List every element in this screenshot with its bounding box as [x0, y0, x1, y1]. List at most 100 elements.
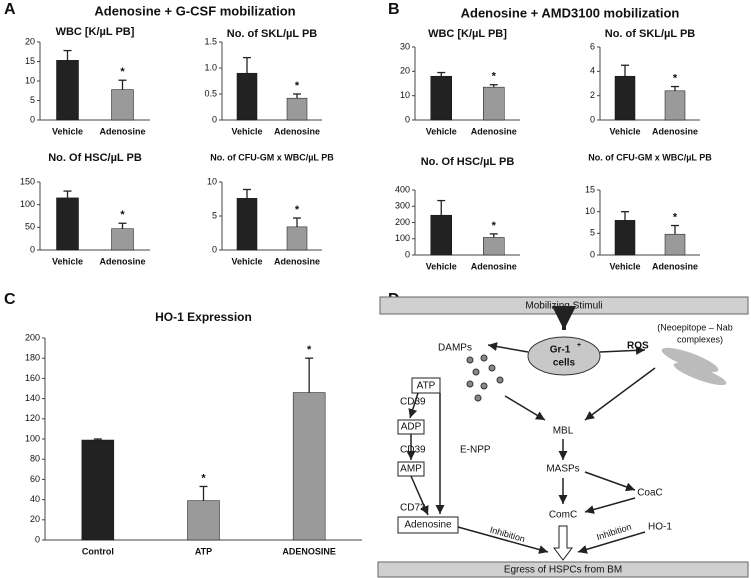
node-label: (Neoepitope – Nab [657, 322, 733, 332]
x-tick-label: Adenosine [99, 126, 145, 136]
y-tick-label: 5 [30, 95, 35, 105]
y-tick-label: 0 [35, 534, 40, 544]
arrow [410, 475, 429, 516]
y-tick-label: 40 [30, 494, 40, 504]
node-label: Adenosine [404, 520, 452, 531]
node-label: Egress of HSPCs from BM [504, 565, 622, 576]
bar [614, 75, 636, 121]
y-tick-label: 50 [25, 222, 35, 232]
complex [661, 347, 719, 373]
y-tick-label: 4 [590, 66, 595, 76]
open-arrow [553, 525, 573, 561]
x-tick-label: Adenosine [471, 126, 517, 136]
significance: * [295, 80, 300, 92]
node-label: DAMPs [438, 343, 472, 354]
y-tick-label: 0 [212, 114, 217, 124]
x-tick-label: ADENOSINE [282, 546, 336, 556]
arrow [577, 531, 646, 554]
bar [664, 90, 686, 121]
bar [56, 60, 79, 121]
arrow [584, 497, 636, 514]
y-tick-label: 0 [590, 114, 595, 124]
y-tick-label: 180 [25, 353, 40, 363]
significance: * [492, 220, 497, 232]
x-tick-label: ATP [195, 546, 212, 556]
edge-label: CD39 [400, 445, 426, 456]
y-tick-label: 400 [395, 184, 410, 194]
y-tick-label: 30 [400, 41, 410, 51]
arrow [457, 526, 549, 554]
bar [483, 237, 505, 256]
y-tick-label: 2 [590, 90, 595, 100]
panel-label: A [4, 1, 16, 18]
significance: * [492, 71, 497, 83]
edge-label: E-NPP [460, 445, 491, 456]
significance: * [307, 344, 312, 356]
chart-title: WBC [K/µL PB] [428, 28, 507, 40]
node-label: Mobilizing Stimuli [525, 301, 602, 312]
x-tick-label: Vehicle [231, 256, 262, 266]
significance: * [120, 209, 125, 221]
bar [56, 197, 79, 251]
y-tick-label: 100 [395, 233, 410, 243]
chart-title: No. Of HSC/µL PB [48, 152, 142, 164]
y-tick-label: 10 [400, 90, 410, 100]
node-label: ROS [627, 341, 649, 352]
chart-title: No. of SKL/µL PB [227, 28, 318, 40]
egress-box [377, 561, 749, 578]
y-tick-label: 0 [405, 249, 410, 259]
chart-title: No. of CFU-GM x WBC/µL PB [588, 152, 712, 162]
bar [111, 228, 134, 251]
arrow [584, 471, 636, 492]
y-tick-label: 100 [20, 199, 35, 209]
y-tick-label: 0 [405, 114, 410, 124]
bar [81, 439, 115, 541]
y-tick-label: 20 [30, 514, 40, 524]
bar [430, 75, 452, 121]
y-tick-label: 100 [25, 433, 40, 443]
node-label: MASPs [546, 464, 579, 475]
y-tick-label: 20 [400, 66, 410, 76]
y-tick-label: 0 [590, 249, 595, 259]
bar [187, 500, 220, 541]
y-tick-label: 0 [30, 244, 35, 254]
x-tick-label: Vehicle [609, 261, 640, 271]
x-tick-label: Adenosine [652, 126, 698, 136]
panel-label: B [388, 1, 400, 18]
arrow [504, 395, 546, 421]
node-label: + [577, 342, 581, 349]
y-tick-label: 300 [395, 201, 410, 211]
node-label: MBL [553, 426, 574, 437]
y-tick-label: 80 [30, 454, 40, 464]
y-tick-label: 0.5 [204, 88, 217, 98]
y-tick-label: 10 [585, 206, 595, 216]
y-tick-label: 5 [212, 210, 217, 220]
damp-dots [466, 354, 504, 402]
node-label: Gr-1 [550, 345, 571, 356]
chart-title: WBC [K/µL PB] [56, 26, 135, 38]
y-tick-label: 200 [25, 332, 40, 342]
x-tick-label: Vehicle [426, 126, 457, 136]
y-tick-label: 15 [585, 184, 595, 194]
node-box [397, 516, 459, 534]
x-tick-label: Vehicle [426, 261, 457, 271]
arrow [408, 392, 419, 419]
bar [664, 233, 686, 256]
arrow [599, 345, 646, 355]
x-tick-label: Adenosine [99, 256, 145, 266]
edge-label: CD39 [400, 397, 426, 408]
y-tick-label: 120 [25, 413, 40, 423]
node-label: complexes) [677, 334, 723, 344]
x-tick-label: Vehicle [231, 126, 262, 136]
y-tick-label: 200 [395, 217, 410, 227]
bar [236, 72, 258, 121]
y-tick-label: 150 [20, 176, 35, 186]
bar [111, 89, 134, 121]
y-tick-label: 160 [25, 373, 40, 383]
bar [292, 392, 326, 541]
node-label: ComC [549, 510, 577, 521]
panel-title: Adenosine + AMD3100 mobilization [461, 5, 680, 20]
chart-title: HO-1 Expression [155, 310, 252, 324]
y-tick-label: 1.5 [204, 36, 217, 46]
